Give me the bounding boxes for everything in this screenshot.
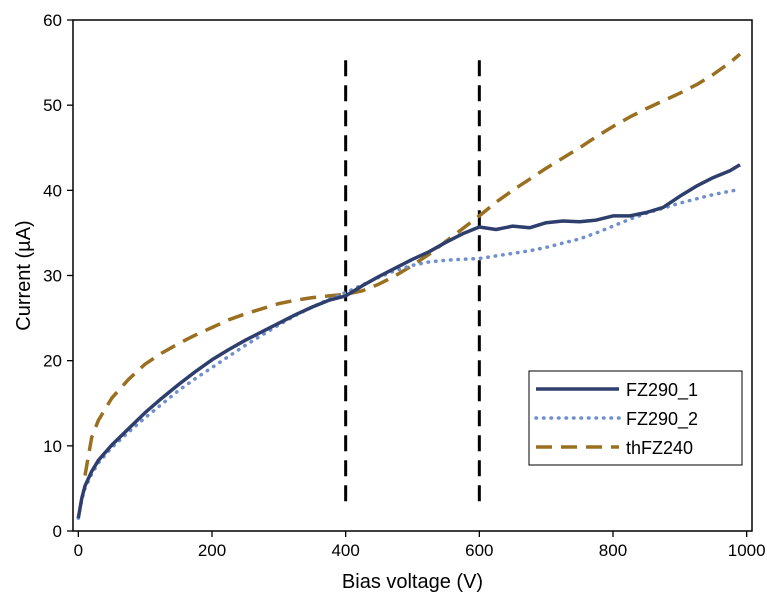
series-line-fz290-2 — [76, 187, 742, 520]
y-axis-title: Current (µA) — [13, 220, 35, 330]
x-tick-label: 400 — [331, 541, 359, 560]
series-line-fz290-1 — [76, 163, 741, 519]
legend: FZ290_1 FZ290_2 thFZ240 — [528, 370, 743, 466]
y-tick-label: 60 — [43, 11, 62, 30]
y-tick-label: 40 — [43, 181, 62, 200]
x-tick-label: 200 — [198, 541, 226, 560]
y-tick-label: 20 — [43, 352, 62, 371]
legend-items: FZ290_1 FZ290_2 thFZ240 — [534, 380, 698, 458]
legend-label: FZ290_1 — [626, 380, 698, 401]
x-tick-label: 800 — [599, 541, 627, 560]
y-tick-label: 0 — [53, 522, 62, 541]
x-tick-label: 0 — [74, 541, 83, 560]
legend-label: FZ290_2 — [626, 409, 698, 430]
vertical-markers — [344, 54, 481, 502]
y-tick-label: 50 — [43, 96, 62, 115]
legend-label: thFZ240 — [626, 438, 693, 458]
data-series — [76, 52, 742, 520]
x-tick-label: 1000 — [728, 541, 766, 560]
axes: 0 200 400 600 800 1000 0 10 20 30 40 50 60 — [43, 11, 765, 560]
y-tick-label: 30 — [43, 267, 62, 286]
y-tick-label: 10 — [43, 437, 62, 456]
series-line-thfz240 — [83, 52, 742, 476]
x-axis-title: Bias voltage (V) — [342, 571, 483, 593]
x-tick-label: 600 — [465, 541, 493, 560]
